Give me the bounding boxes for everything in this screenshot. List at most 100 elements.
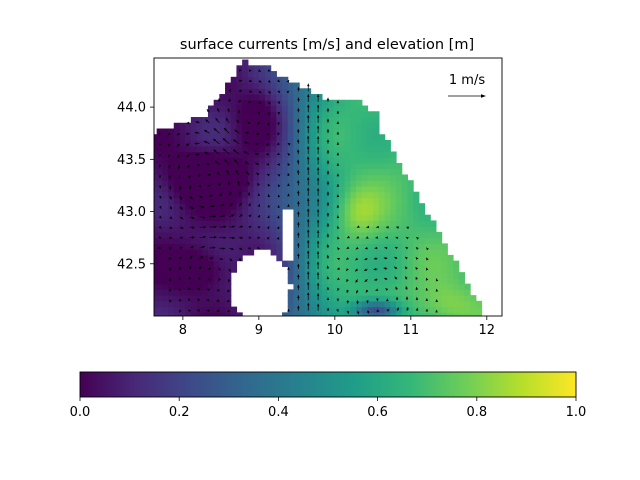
current-arrow-head (158, 175, 162, 179)
field-cell (236, 151, 243, 158)
current-arrow-head (239, 247, 243, 250)
current-arrow-head (355, 257, 359, 261)
field-cell (242, 82, 249, 89)
field-cell (367, 151, 374, 158)
current-arrow-head (239, 203, 242, 206)
current-arrow-head (366, 300, 369, 304)
field-cell (270, 117, 277, 124)
field-cell (361, 162, 369, 170)
current-arrow-head (306, 208, 310, 212)
field-cell (396, 300, 403, 308)
field-cell (339, 289, 346, 296)
field-cell (310, 157, 317, 164)
field-cell (207, 237, 215, 244)
field-cell (367, 111, 374, 118)
field-cell (424, 300, 431, 308)
field-cell (390, 231, 397, 239)
field-cell (264, 237, 272, 244)
field-cell (327, 162, 334, 170)
field-cell (401, 306, 408, 313)
field-cell (304, 312, 312, 316)
field-cell (367, 220, 374, 227)
field-cell (207, 220, 215, 227)
field-cell (162, 151, 169, 158)
field-cell (304, 88, 312, 95)
field-cell (447, 277, 454, 285)
field-cell (236, 99, 243, 107)
field-cell (401, 208, 408, 216)
field-cell (356, 272, 363, 279)
field-cell (213, 306, 220, 313)
field-cell (173, 231, 181, 239)
field-cell (190, 277, 198, 285)
field-cell (441, 300, 448, 308)
field-cell (162, 295, 169, 302)
field-cell (339, 191, 346, 199)
field-cell (333, 99, 340, 107)
field-cell (350, 162, 357, 170)
field-cell (162, 283, 169, 290)
field-cell (339, 272, 346, 279)
field-cell (196, 254, 203, 262)
x-tick-label: 11 (403, 323, 420, 338)
field-cell (361, 157, 369, 164)
field-cell (333, 283, 340, 290)
field-cell (327, 134, 334, 141)
field-cell (236, 128, 243, 135)
field-cell (378, 312, 386, 316)
field-cell (179, 203, 186, 210)
field-cell (230, 208, 238, 216)
field-cell (367, 168, 374, 176)
field-cell (202, 168, 209, 176)
field-cell (367, 162, 374, 170)
current-arrow-head (355, 246, 359, 250)
field-cell (327, 99, 334, 107)
field-cell (321, 254, 329, 262)
current-arrow-head (218, 182, 221, 186)
current-arrow-head (336, 173, 340, 177)
current-arrow-head (198, 184, 201, 188)
field-cell (219, 260, 226, 267)
field-cell (316, 94, 323, 101)
field-cell (310, 168, 317, 176)
field-cell (327, 117, 334, 124)
field-cell (276, 180, 283, 187)
field-cell (310, 243, 317, 250)
current-arrow-head (307, 94, 310, 97)
field-cell (276, 174, 283, 181)
field-cell (333, 180, 340, 187)
field-cell (378, 243, 386, 250)
current-arrow-head (316, 198, 320, 202)
field-cell (168, 312, 175, 316)
field-cell (430, 283, 437, 290)
current-arrow-head (239, 79, 242, 83)
field-cell (299, 277, 306, 285)
field-cell (282, 76, 289, 84)
field-cell (441, 283, 448, 290)
field-cell (373, 243, 380, 250)
field-cell (310, 289, 317, 296)
field-cell (253, 111, 260, 118)
field-cell (242, 191, 249, 199)
field-cell (213, 260, 220, 267)
field-cell (196, 272, 203, 279)
field-cell (350, 134, 357, 141)
field-cell (384, 157, 391, 164)
field-cell (344, 162, 352, 170)
current-arrow-head (217, 108, 220, 111)
field-cell (230, 260, 238, 267)
field-cell (162, 249, 169, 256)
field-cell (253, 231, 260, 239)
current-arrow-head (205, 119, 209, 123)
field-cell (287, 191, 295, 199)
field-cell (230, 140, 238, 147)
field-cell (154, 140, 158, 147)
field-cell (264, 162, 272, 170)
field-cell (441, 289, 448, 296)
field-cell (293, 289, 300, 296)
field-cell (259, 231, 266, 239)
field-cell (293, 99, 300, 107)
field-cell (282, 117, 289, 124)
field-cell (356, 283, 363, 290)
